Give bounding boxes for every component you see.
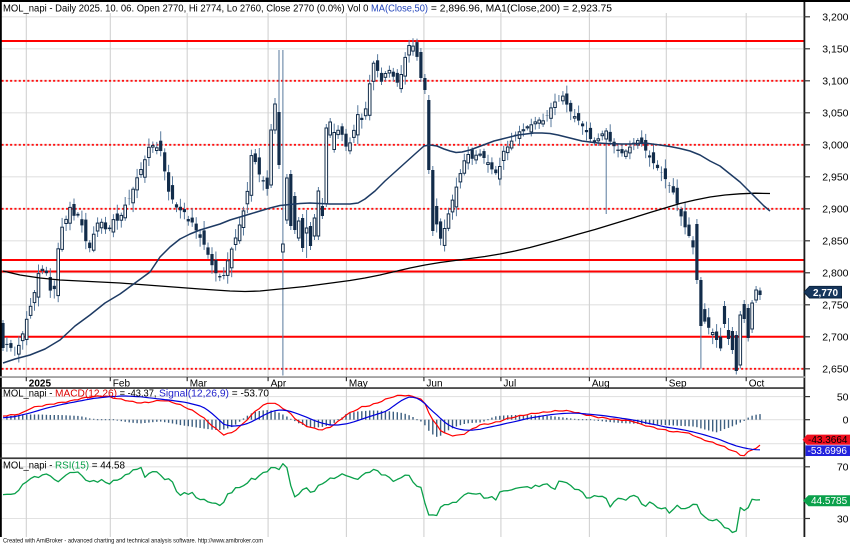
svg-text:3,050: 3,050 — [822, 108, 848, 120]
svg-text:Signal(12,26,9): Signal(12,26,9) — [159, 389, 229, 400]
svg-text:2,850: 2,850 — [822, 236, 848, 248]
svg-text:-43.3664: -43.3664 — [808, 435, 848, 446]
svg-text:= -43.37,: = -43.37, — [117, 389, 159, 400]
svg-text:2,770: 2,770 — [813, 288, 838, 299]
svg-text:Mar: Mar — [190, 378, 208, 389]
svg-text:44.5785: 44.5785 — [811, 496, 848, 507]
svg-text:Oct: Oct — [749, 378, 765, 389]
svg-text:2,700: 2,700 — [822, 332, 848, 344]
svg-text:2025: 2025 — [29, 378, 52, 389]
svg-text:2,650: 2,650 — [822, 364, 848, 376]
svg-text:= 2,896.96, MA1(Close,200) = 2: = 2,896.96, MA1(Close,200) = 2,923.75 — [428, 4, 612, 15]
svg-text:MOL_napi - Daily 2025. 10. 06.: MOL_napi - Daily 2025. 10. 06. Open 2770… — [3, 4, 371, 15]
svg-text:2,800: 2,800 — [822, 268, 848, 280]
svg-text:Feb: Feb — [113, 378, 131, 389]
svg-text:50: 50 — [837, 391, 849, 403]
svg-text:Apr: Apr — [271, 378, 287, 389]
svg-text:MA(Close,50): MA(Close,50) — [371, 4, 428, 15]
svg-text:Sep: Sep — [669, 378, 687, 389]
svg-text:3,100: 3,100 — [822, 76, 848, 88]
svg-text:70: 70 — [837, 462, 849, 474]
svg-text:2,950: 2,950 — [822, 172, 848, 184]
svg-text:Jun: Jun — [426, 378, 442, 389]
svg-text:2,750: 2,750 — [822, 300, 848, 312]
svg-text:0: 0 — [843, 415, 849, 427]
svg-text:-53.6996: -53.6996 — [808, 446, 848, 457]
svg-text:30: 30 — [837, 513, 849, 525]
svg-text:MOL_napi -: MOL_napi - — [3, 460, 55, 471]
svg-text:3,150: 3,150 — [822, 44, 848, 56]
svg-text:= 44.58: = 44.58 — [89, 460, 125, 471]
svg-text:May: May — [349, 378, 368, 389]
svg-text:2,900: 2,900 — [822, 204, 848, 216]
svg-text:Aug: Aug — [592, 378, 610, 389]
svg-text:3,000: 3,000 — [822, 140, 848, 152]
svg-text:RSI(15): RSI(15) — [55, 460, 89, 471]
svg-text:Created with AmiBroker - advan: Created with AmiBroker - advanced charti… — [3, 538, 263, 545]
svg-text:3,200: 3,200 — [822, 12, 848, 24]
svg-text:Jul: Jul — [503, 378, 516, 389]
svg-text:= -53.70: = -53.70 — [229, 389, 269, 400]
svg-text:MACD(12,26): MACD(12,26) — [55, 389, 117, 400]
svg-text:MOL_napi -: MOL_napi - — [3, 389, 55, 400]
